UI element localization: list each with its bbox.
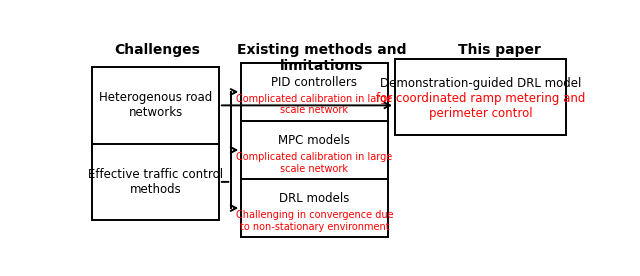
Text: DRL models: DRL models (279, 192, 349, 205)
Text: Existing methods and
limitations: Existing methods and limitations (237, 43, 407, 73)
Text: Demonstration-guided DRL model: Demonstration-guided DRL model (380, 76, 581, 90)
Text: for coordinated ramp metering and
perimeter control: for coordinated ramp metering and perime… (376, 92, 585, 120)
FancyBboxPatch shape (395, 59, 566, 135)
FancyBboxPatch shape (241, 63, 388, 237)
Text: MPC models: MPC models (278, 134, 350, 147)
Text: Challenging in convergence due
to non-stationary environment: Challenging in convergence due to non-st… (236, 210, 393, 232)
FancyBboxPatch shape (92, 67, 219, 220)
Text: Heterogenous road
networks: Heterogenous road networks (99, 91, 212, 120)
Text: Complicated calibration in large
scale network: Complicated calibration in large scale n… (236, 152, 392, 174)
Text: PID controllers: PID controllers (271, 76, 357, 89)
Text: Effective traffic control
methods: Effective traffic control methods (88, 168, 223, 196)
Text: Complicated calibration in large
scale network: Complicated calibration in large scale n… (236, 94, 392, 115)
Text: This paper: This paper (458, 43, 541, 57)
Text: Challenges: Challenges (114, 43, 200, 57)
